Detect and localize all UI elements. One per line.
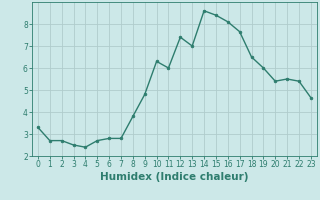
X-axis label: Humidex (Indice chaleur): Humidex (Indice chaleur) [100, 172, 249, 182]
